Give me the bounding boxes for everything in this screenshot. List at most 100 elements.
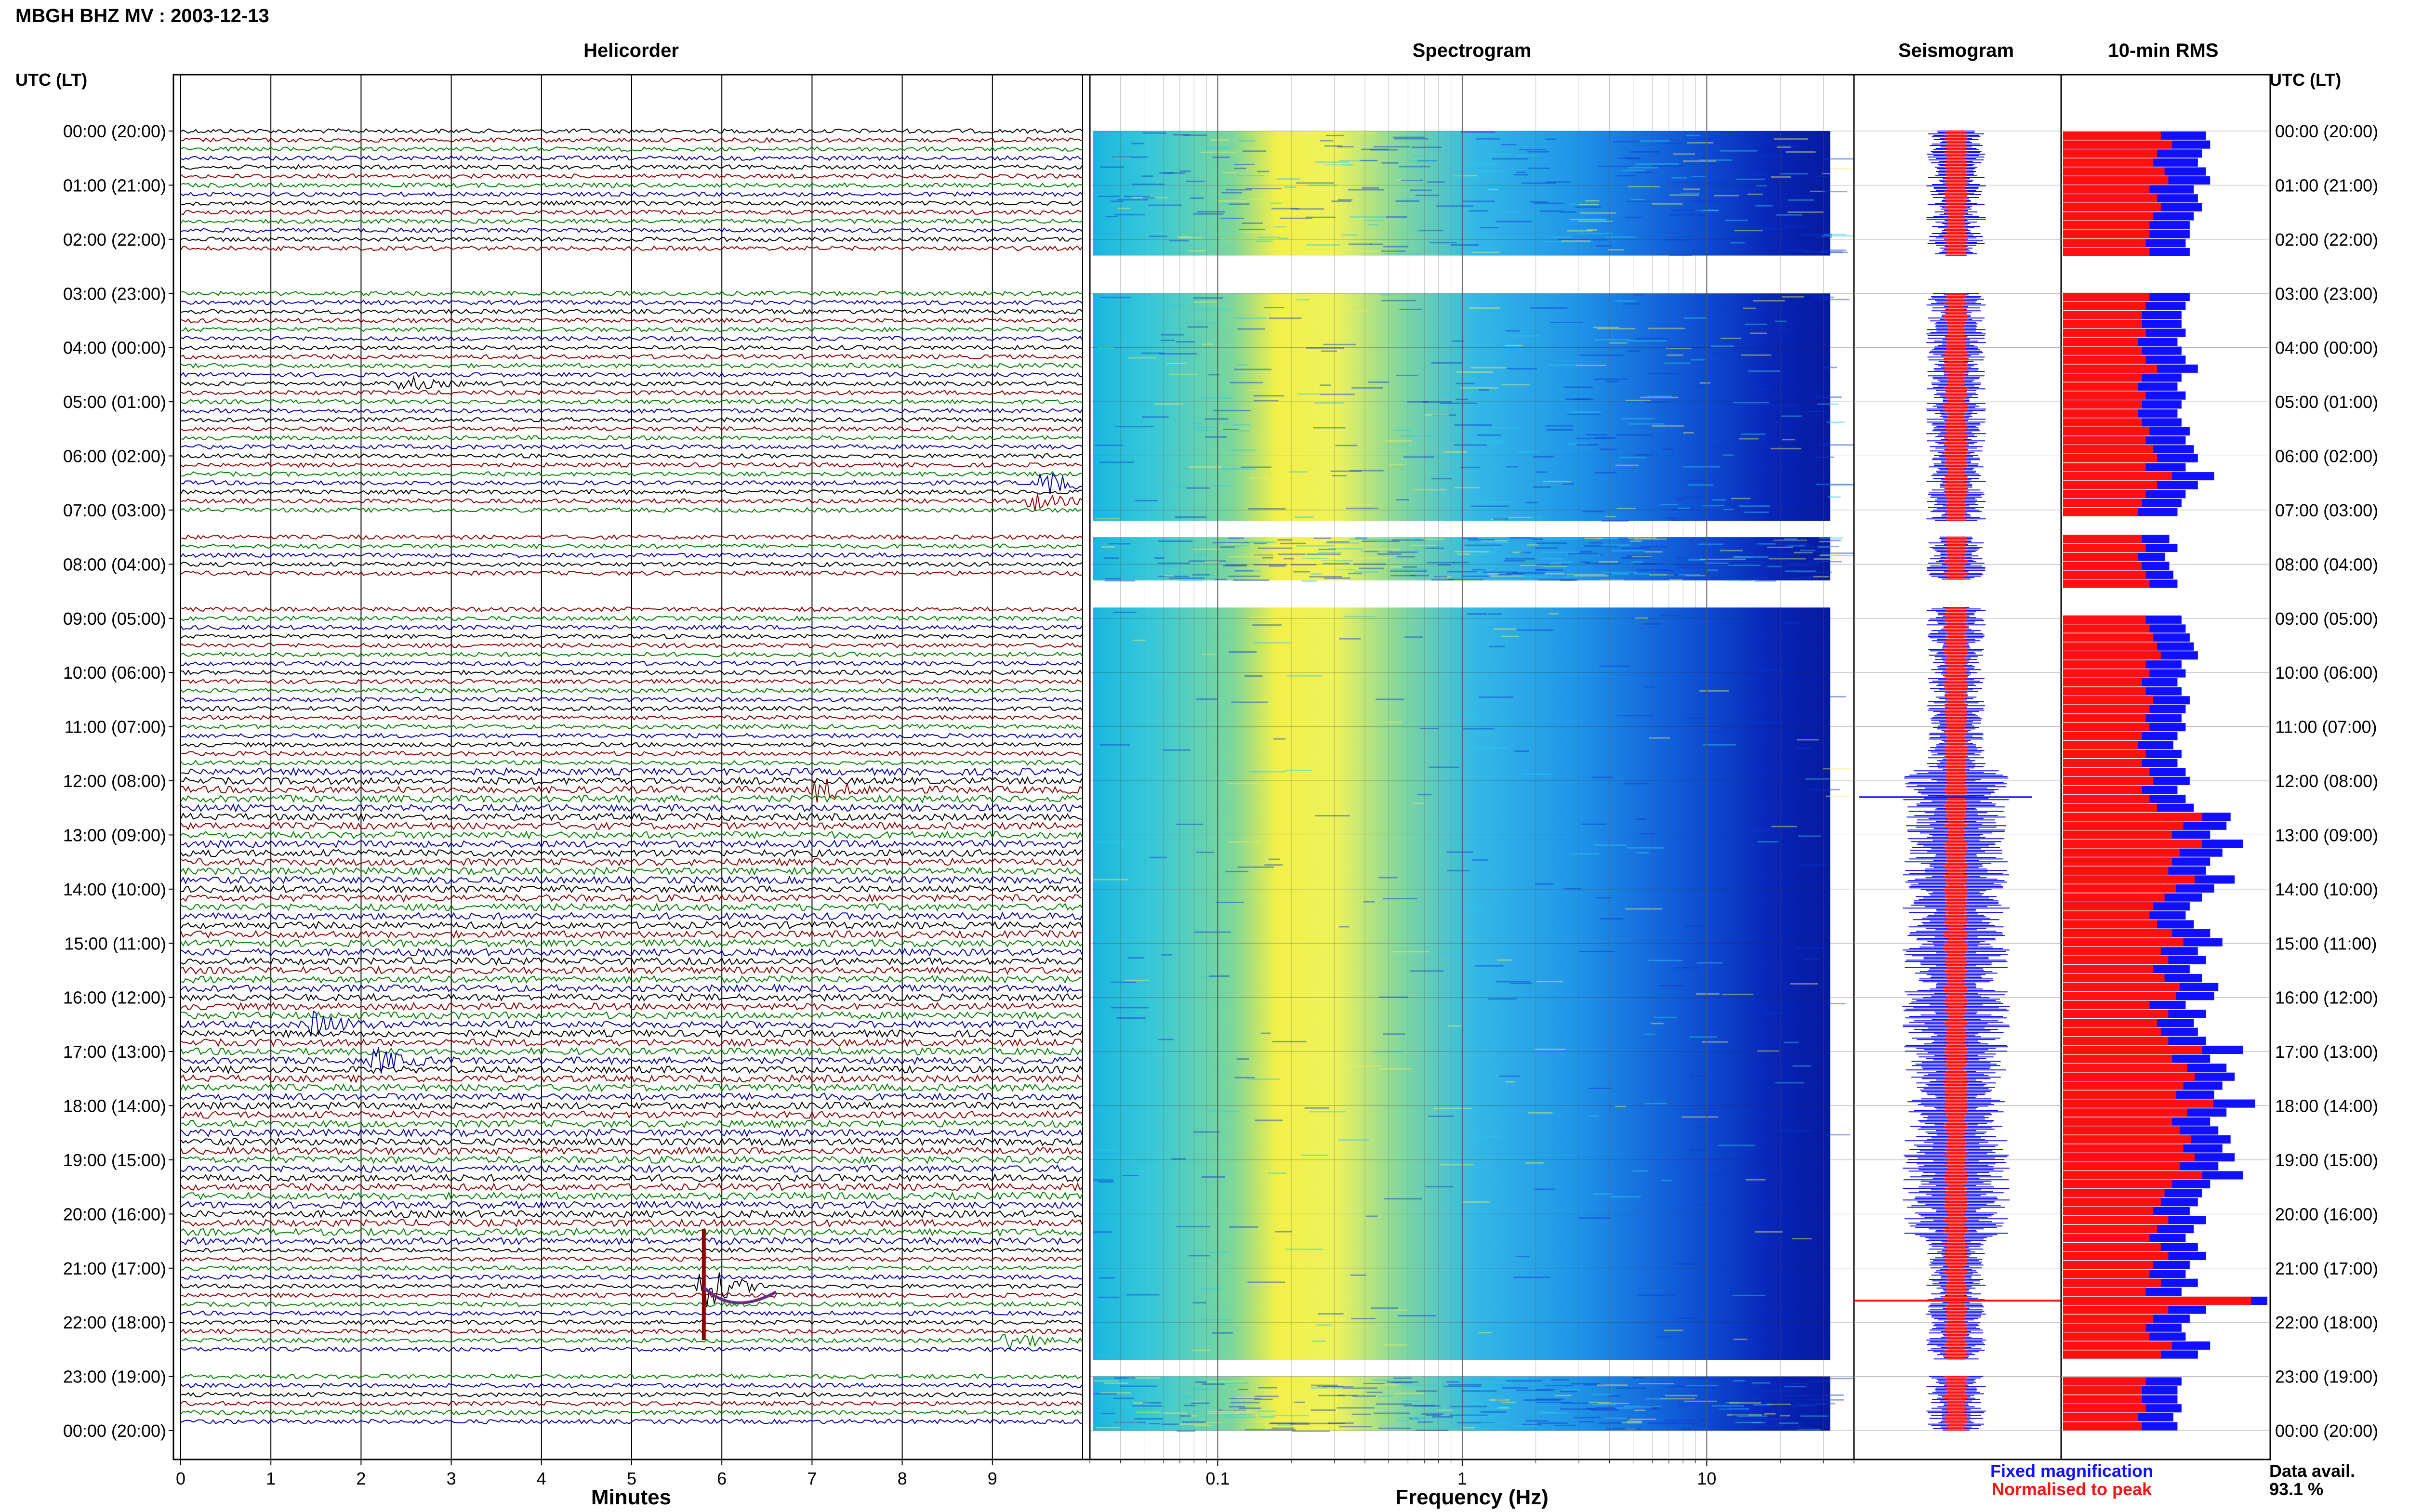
spectrogram-texture bbox=[1651, 203, 1683, 205]
spectrogram-texture bbox=[1635, 454, 1653, 456]
helicorder-trace bbox=[180, 812, 1083, 822]
spectrogram-texture bbox=[1693, 1126, 1715, 1128]
spectrogram-texture bbox=[1293, 571, 1310, 573]
spectrogram-texture bbox=[1093, 1179, 1113, 1181]
spectrogram-texture bbox=[1431, 414, 1456, 416]
rms-bar-normalised bbox=[2063, 1341, 2172, 1350]
spectrogram-texture bbox=[1783, 545, 1800, 547]
spectrogram-texture bbox=[1237, 328, 1265, 330]
spectrogram-texture bbox=[1543, 538, 1582, 540]
helicorder-trace bbox=[180, 1210, 1083, 1219]
helicorder-trace bbox=[180, 1191, 1083, 1201]
spectrogram-texture bbox=[1723, 1429, 1750, 1431]
spectrogram-texture bbox=[1307, 164, 1342, 166]
spectrogram-texture bbox=[1784, 1041, 1799, 1043]
helicorder-trace bbox=[180, 1301, 1083, 1307]
spectrogram-texture bbox=[1113, 1397, 1134, 1399]
rms-bar-normalised bbox=[2063, 1162, 2180, 1170]
spectrogram-texture bbox=[1230, 1402, 1260, 1404]
spectrogram-texture bbox=[1690, 1149, 1705, 1151]
helicorder-trace bbox=[180, 803, 1083, 813]
spectrogram-texture bbox=[1597, 538, 1632, 539]
spectrogram-texture bbox=[1410, 544, 1436, 546]
spectrogram-texture bbox=[1132, 639, 1146, 641]
spectrogram-texture bbox=[1338, 1426, 1372, 1428]
spectrogram-texture bbox=[1238, 1389, 1249, 1391]
spectrogram-texture bbox=[1736, 178, 1765, 180]
spectrogram-texture bbox=[1243, 541, 1276, 543]
spectrogram-texture bbox=[1660, 503, 1678, 505]
helicorder-trace bbox=[180, 1310, 1083, 1316]
spectrogram-texture bbox=[1186, 181, 1205, 183]
helicorder-trace bbox=[180, 494, 1083, 511]
spectrogram-texture bbox=[1707, 609, 1742, 611]
spectrogram-texture bbox=[1503, 560, 1525, 562]
spectrogram-texture bbox=[1494, 1377, 1529, 1379]
spectrogram-texture bbox=[1805, 546, 1840, 548]
spectrogram-texture bbox=[1521, 1424, 1542, 1426]
spectrogram-texture bbox=[1640, 140, 1670, 142]
rms-bar-normalised bbox=[2063, 803, 2158, 812]
spectrogram-texture bbox=[1615, 434, 1653, 436]
spectrogram-texture bbox=[1355, 537, 1367, 539]
spectrogram-texture bbox=[1545, 1384, 1573, 1386]
spectrogram-texture bbox=[1699, 159, 1732, 161]
spectrogram-texture bbox=[1367, 224, 1379, 226]
spectrogram-texture bbox=[1810, 190, 1825, 192]
spectrogram-texture bbox=[1489, 575, 1524, 577]
spectrogram-texture bbox=[1396, 499, 1409, 500]
spectrogram-texture bbox=[1351, 217, 1366, 219]
helicorder-trace bbox=[180, 965, 1083, 975]
rms-bar-normalised bbox=[2063, 203, 2161, 211]
rms-bar-normalised bbox=[2063, 1019, 2158, 1027]
spectrogram-texture bbox=[1822, 768, 1858, 770]
rms-bar-normalised bbox=[2063, 1386, 2142, 1395]
spectrogram-texture bbox=[1608, 1395, 1620, 1397]
spectrogram-texture bbox=[1264, 864, 1283, 866]
spectrogram-texture bbox=[1361, 148, 1389, 150]
spectrogram-texture bbox=[1649, 737, 1670, 739]
spectrogram-texture bbox=[1149, 856, 1167, 858]
spectrogram-texture bbox=[1472, 1135, 1502, 1137]
time-label-right: 06:00 (02:00) bbox=[2275, 447, 2378, 466]
spectrogram-texture bbox=[1095, 1149, 1120, 1151]
spectrogram-texture bbox=[1192, 574, 1210, 576]
spectrogram-texture bbox=[1677, 507, 1691, 509]
rms-bar-normalised bbox=[2063, 158, 2154, 167]
spectrogram-texture bbox=[1776, 553, 1792, 555]
helicorder-trace bbox=[180, 570, 1083, 577]
helicorder-trace bbox=[180, 1074, 1083, 1084]
time-label-right: 10:00 (06:00) bbox=[2275, 663, 2378, 683]
spectrogram-texture bbox=[1180, 579, 1204, 581]
spectrogram-texture bbox=[1469, 1403, 1486, 1405]
helicorder-trace bbox=[180, 1400, 1083, 1407]
rms-bar-normalised bbox=[2063, 382, 2139, 391]
spectrogram-texture bbox=[1323, 1386, 1354, 1388]
spectrogram-texture bbox=[1105, 578, 1121, 579]
spectrogram-texture bbox=[1734, 230, 1763, 232]
spectrogram-texture bbox=[1568, 552, 1599, 554]
rms-bar-normalised bbox=[2063, 1243, 2161, 1251]
spectrogram-texture bbox=[1349, 310, 1369, 312]
spectrogram-texture bbox=[1687, 142, 1714, 144]
spectrogram-texture bbox=[1324, 542, 1360, 544]
spectrogram-texture bbox=[1670, 519, 1688, 521]
spectrogram-texture bbox=[1247, 1281, 1285, 1283]
spectrogram-texture bbox=[1262, 557, 1273, 559]
helicorder-trace bbox=[180, 354, 1083, 360]
spectrogram-texture bbox=[1229, 1406, 1245, 1407]
spectrogram-texture bbox=[1457, 553, 1471, 555]
rms-bar-normalised bbox=[2063, 391, 2146, 400]
spectrogram-texture bbox=[1537, 1422, 1568, 1424]
spectrogram-texture bbox=[1685, 577, 1722, 579]
spectrogram-texture bbox=[1350, 550, 1385, 552]
rms-bar-normalised bbox=[2063, 302, 2146, 310]
spectrogram-texture bbox=[1617, 157, 1641, 159]
rms-bar-normalised bbox=[2063, 1171, 2202, 1180]
spectrogram-texture bbox=[1771, 176, 1791, 178]
spectrogram-texture bbox=[1225, 870, 1249, 872]
spectrogram-texture bbox=[1683, 160, 1716, 162]
spectrogram-texture bbox=[1114, 1421, 1146, 1423]
spectrogram-texture bbox=[1668, 182, 1701, 184]
spectrogram-texture bbox=[1202, 343, 1214, 345]
